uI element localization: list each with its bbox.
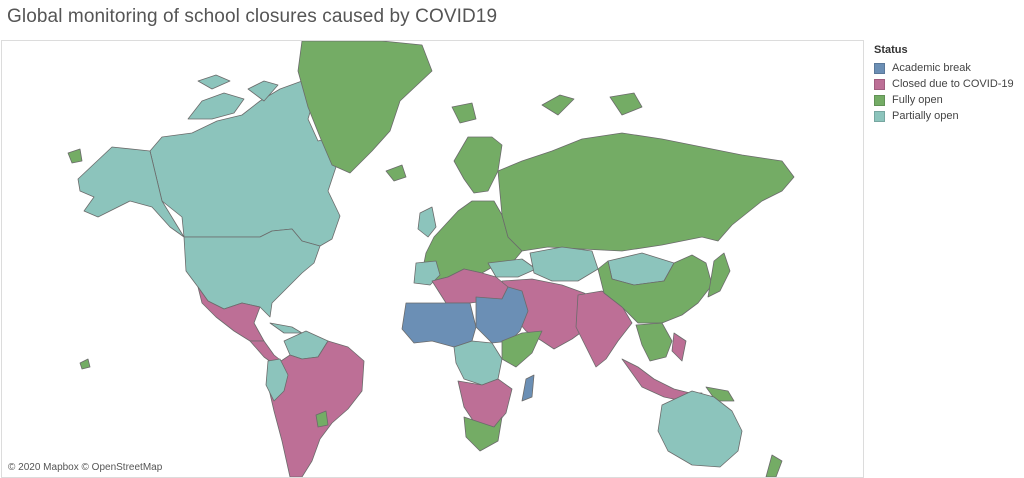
world-map[interactable]: © 2020 Mapbox © OpenStreetMap [1,40,864,478]
region-northeast-africa[interactable] [475,286,529,344]
map-canvas[interactable] [2,41,863,477]
region-japan[interactable] [707,252,731,298]
region-china[interactable] [597,254,713,324]
legend-item-closed[interactable]: Closed due to COVID-19 [874,76,1022,92]
legend-swatch [874,78,885,90]
region-arctic-islands[interactable] [187,74,279,120]
legend-swatch [874,94,885,106]
region-mexico[interactable] [197,286,265,342]
legend-item-label: Academic break [892,62,971,74]
region-arctic-russia-islands[interactable] [451,92,643,124]
region-new-zealand[interactable] [765,454,783,477]
legend: Status Academic break Closed due to COVI… [874,44,1022,124]
region-iceland[interactable] [385,164,407,182]
region-greenland[interactable] [297,41,433,174]
region-south-africa[interactable] [463,416,503,452]
region-central-africa[interactable] [453,340,503,386]
legend-item-fully-open[interactable]: Fully open [874,92,1022,108]
region-russia[interactable] [497,132,795,252]
region-peru[interactable] [265,358,289,402]
legend-title: Status [874,44,908,56]
region-uruguay[interactable] [315,410,329,428]
map-attribution[interactable]: © 2020 Mapbox © OpenStreetMap [8,462,163,473]
region-southeast-asia[interactable] [635,322,673,362]
region-west-africa[interactable] [401,302,477,348]
legend-item-label: Partially open [892,110,959,122]
legend-item-academic-break[interactable]: Academic break [874,60,1022,76]
region-southern-africa[interactable] [457,378,513,428]
legend-swatch [874,110,885,122]
legend-item-partially-open[interactable]: Partially open [874,108,1022,124]
legend-item-label: Fully open [892,94,943,106]
region-philippines[interactable] [671,332,687,362]
region-cuba[interactable] [269,322,303,334]
region-brazil[interactable] [267,340,365,477]
region-chukotka[interactable] [67,148,83,164]
region-kazakhstan[interactable] [529,246,599,282]
region-east-africa[interactable] [501,330,543,368]
map-title: Global monitoring of school closures cau… [7,6,498,27]
region-alaska[interactable] [77,146,185,238]
region-australia[interactable] [657,390,743,468]
region-madagascar[interactable] [521,374,535,402]
region-scandinavia[interactable] [453,136,503,194]
region-uk[interactable] [417,206,437,238]
legend-item-label: Closed due to COVID-19 [892,78,1014,90]
legend-swatch [874,62,885,74]
region-pacific-island[interactable] [79,358,91,370]
region-turkey[interactable] [487,258,537,278]
